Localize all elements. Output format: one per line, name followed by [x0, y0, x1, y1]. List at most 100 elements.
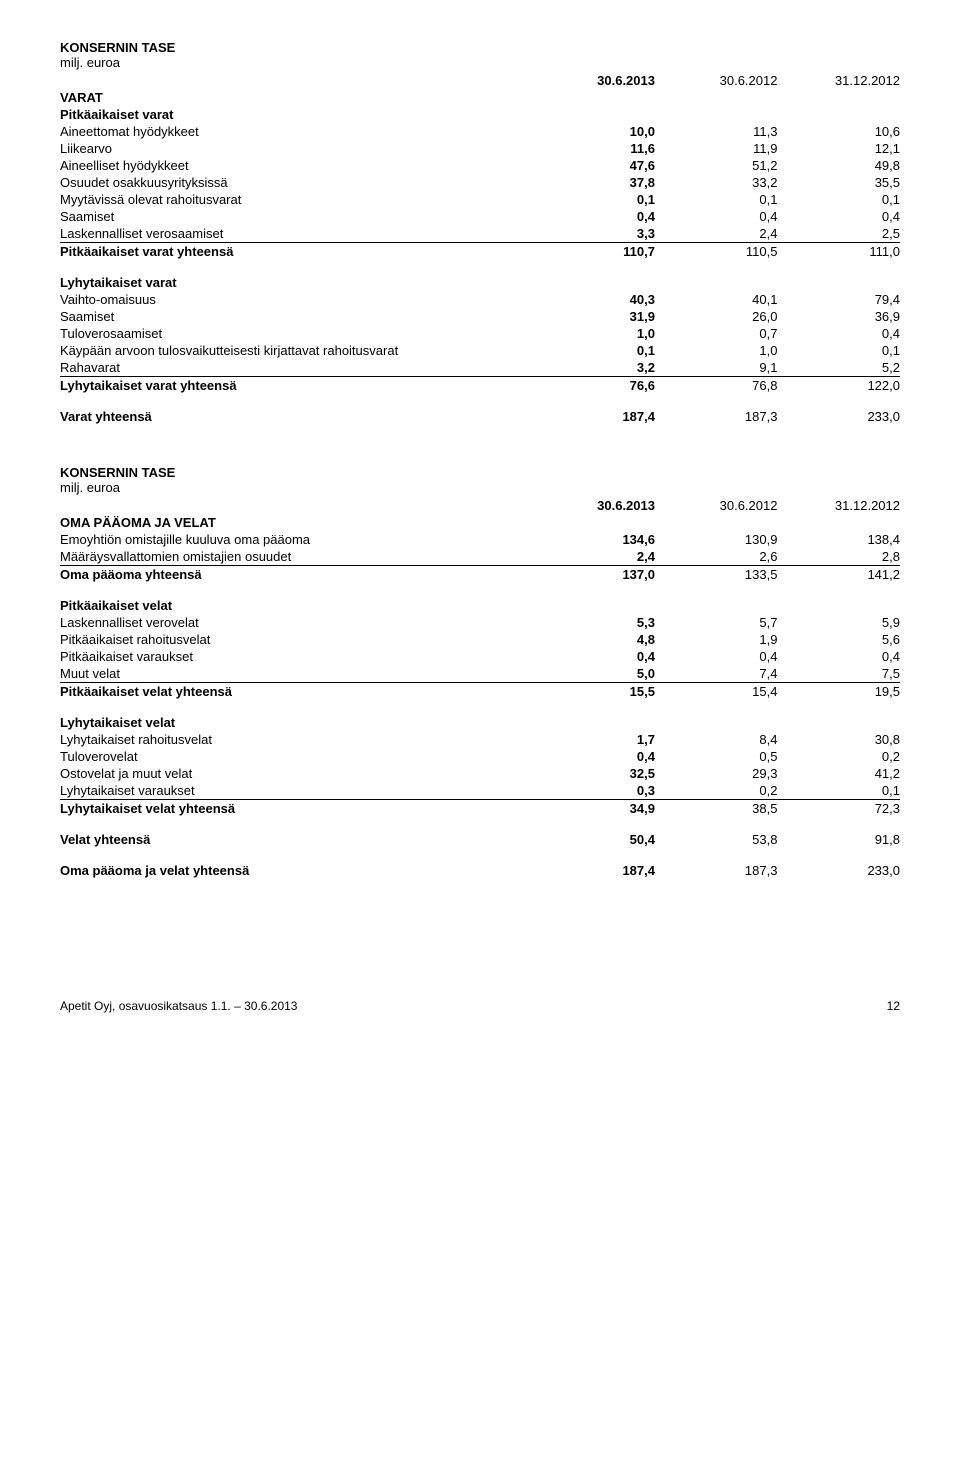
table-row: Liikearvo11,611,912,1: [60, 140, 900, 157]
row-value: 0,4: [533, 648, 655, 665]
table-row: Aineelliset hyödykkeet47,651,249,8: [60, 157, 900, 174]
group-label: Lyhytaikaiset varat: [60, 274, 533, 291]
row-value: 3,3: [533, 225, 655, 242]
row-label: Osuudet osakkuusyrityksissä: [60, 174, 533, 191]
group-label: Pitkäaikaiset velat: [60, 597, 533, 614]
row-value: 2,6: [655, 548, 777, 565]
row-value: 36,9: [777, 308, 900, 325]
row-value: 10,0: [533, 123, 655, 140]
row-value: 5,6: [777, 631, 900, 648]
row-value: 30,8: [777, 731, 900, 748]
total-value: 15,5: [533, 683, 655, 701]
row-value: 5,0: [533, 665, 655, 682]
row-label: Myytävissä olevat rahoitusvarat: [60, 191, 533, 208]
table-row: Määräysvallattomien omistajien osuudet2,…: [60, 548, 900, 565]
col-header: 31.12.2012: [777, 497, 900, 514]
total-value: 76,6: [533, 377, 655, 395]
row-value: 9,1: [655, 359, 777, 376]
table1-title: KONSERNIN TASE: [60, 40, 900, 55]
row-value: 0,7: [655, 325, 777, 342]
grand-total-label: Oma pääoma ja velat yhteensä: [60, 862, 533, 879]
table-total: Lyhytaikaiset varat yhteensä 76,6 76,8 1…: [60, 376, 900, 425]
grand-total-value: 187,3: [655, 408, 777, 425]
table-row: Ostovelat ja muut velat32,529,341,2: [60, 765, 900, 782]
row-value: 3,2: [533, 359, 655, 376]
row-value: 130,9: [655, 531, 777, 548]
table-row: Tuloverovelat0,40,50,2: [60, 748, 900, 765]
row-label: Aineelliset hyödykkeet: [60, 157, 533, 174]
total-label: Pitkäaikaiset varat yhteensä: [60, 243, 533, 261]
row-label: Määräysvallattomien omistajien osuudet: [60, 548, 533, 565]
table-row: Laskennalliset verovelat5,35,75,9: [60, 614, 900, 631]
table-rows: Lyhytaikaiset rahoitusvelat1,78,430,8Tul…: [60, 731, 900, 799]
row-value: 5,3: [533, 614, 655, 631]
row-label: Laskennalliset verovelat: [60, 614, 533, 631]
liab-total-value: 91,8: [777, 831, 900, 848]
table-row: Vaihto-omaisuus40,340,179,4: [60, 291, 900, 308]
table-row: Tuloverosaamiset1,00,70,4: [60, 325, 900, 342]
balance-sheet-assets: 30.6.2013 30.6.2012 31.12.2012 VARAT Pit…: [60, 72, 900, 123]
row-value: 138,4: [777, 531, 900, 548]
grand-total-value: 187,4: [533, 862, 655, 879]
row-label: Ostovelat ja muut velat: [60, 765, 533, 782]
table-rows: Emoyhtiön omistajille kuuluva oma pääoma…: [60, 531, 900, 565]
row-value: 29,3: [655, 765, 777, 782]
grand-total-value: 187,4: [533, 408, 655, 425]
grand-total-value: 187,3: [655, 862, 777, 879]
row-value: 26,0: [655, 308, 777, 325]
row-label: Lyhytaikaiset varaukset: [60, 782, 533, 799]
row-value: 0,3: [533, 782, 655, 799]
table-row: Aineettomat hyödykkeet10,011,310,6: [60, 123, 900, 140]
row-label: Käypään arvoon tulosvaikutteisesti kirja…: [60, 342, 533, 359]
row-value: 5,2: [777, 359, 900, 376]
liab-total-value: 53,8: [655, 831, 777, 848]
row-value: 40,1: [655, 291, 777, 308]
row-value: 2,4: [533, 548, 655, 565]
row-value: 5,7: [655, 614, 777, 631]
row-label: Muut velat: [60, 665, 533, 682]
row-value: 0,1: [777, 782, 900, 799]
equity-label: OMA PÄÄOMA JA VELAT: [60, 514, 533, 531]
table-total: Pitkäaikaiset varat yhteensä 110,7 110,5…: [60, 242, 900, 291]
table-row: Lyhytaikaiset rahoitusvelat1,78,430,8: [60, 731, 900, 748]
total-value: 110,7: [533, 243, 655, 261]
row-value: 33,2: [655, 174, 777, 191]
total-value: 76,8: [655, 377, 777, 395]
row-value: 0,4: [655, 208, 777, 225]
row-value: 0,4: [655, 648, 777, 665]
row-label: Saamiset: [60, 308, 533, 325]
table-rows: Aineettomat hyödykkeet10,011,310,6Liikea…: [60, 123, 900, 242]
total-value: 133,5: [655, 566, 777, 584]
row-value: 2,8: [777, 548, 900, 565]
total-value: 122,0: [777, 377, 900, 395]
row-value: 37,8: [533, 174, 655, 191]
total-label: Pitkäaikaiset velat yhteensä: [60, 683, 533, 701]
table2-title: KONSERNIN TASE: [60, 465, 900, 480]
total-value: 137,0: [533, 566, 655, 584]
row-value: 10,6: [777, 123, 900, 140]
row-value: 31,9: [533, 308, 655, 325]
row-value: 0,1: [533, 191, 655, 208]
table-row: Muut velat5,07,47,5: [60, 665, 900, 682]
row-value: 79,4: [777, 291, 900, 308]
row-value: 0,5: [655, 748, 777, 765]
liab-total-label: Velat yhteensä: [60, 831, 533, 848]
row-value: 0,1: [777, 342, 900, 359]
footer-page-number: 12: [887, 999, 900, 1013]
row-value: 4,8: [533, 631, 655, 648]
row-label: Aineettomat hyödykkeet: [60, 123, 533, 140]
row-value: 11,9: [655, 140, 777, 157]
col-header: 31.12.2012: [777, 72, 900, 89]
grand-total-value: 233,0: [777, 408, 900, 425]
total-label: Oma pääoma yhteensä: [60, 566, 533, 584]
table-row: Käypään arvoon tulosvaikutteisesti kirja…: [60, 342, 900, 359]
row-value: 51,2: [655, 157, 777, 174]
table-total: Oma pääoma yhteensä 137,0 133,5 141,2 Pi…: [60, 565, 900, 614]
row-value: 5,9: [777, 614, 900, 631]
row-value: 1,9: [655, 631, 777, 648]
row-value: 134,6: [533, 531, 655, 548]
total-value: 19,5: [777, 683, 900, 701]
row-value: 32,5: [533, 765, 655, 782]
row-label: Liikearvo: [60, 140, 533, 157]
col-header: 30.6.2012: [655, 497, 777, 514]
